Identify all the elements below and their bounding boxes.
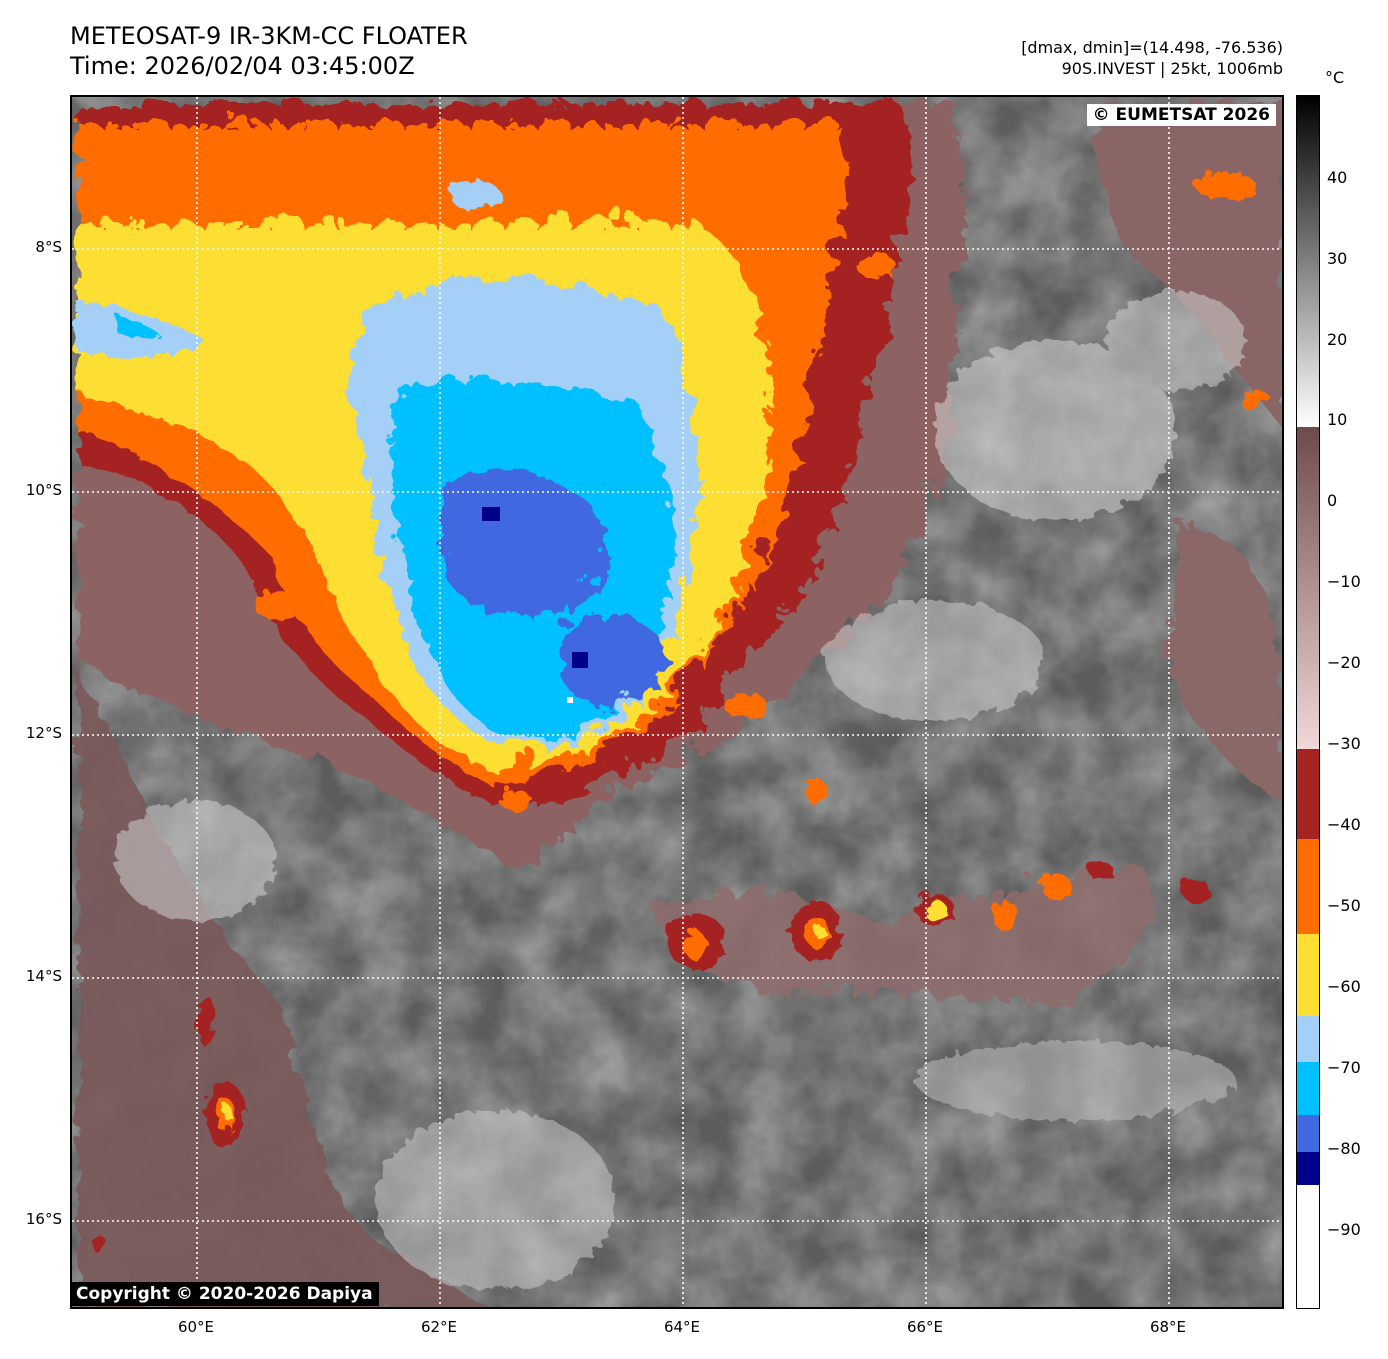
cbar-white-segment: [1297, 1185, 1319, 1308]
cbar-label-40: 40: [1327, 168, 1348, 187]
convective-storm: [72, 97, 906, 797]
lat-label-14s: 14°S: [25, 967, 62, 985]
cbar-label-30: 30: [1327, 249, 1348, 268]
cbar-gray-segment: [1297, 96, 1319, 427]
colorbar-unit: °C: [1325, 68, 1345, 87]
cbar-label-neg30: −30: [1327, 734, 1361, 753]
cbar-label-neg70: −70: [1327, 1058, 1361, 1077]
satellite-map: [70, 95, 1284, 1309]
lon-label-64e: 64°E: [663, 1318, 701, 1336]
cbar-label-neg90: −90: [1327, 1220, 1361, 1239]
lon-label-68e: 68°E: [1149, 1318, 1187, 1336]
cbar-label-20: 20: [1327, 330, 1348, 349]
lat-label-8s: 8°S: [35, 238, 62, 256]
cbar-cyan-segment: [1297, 1062, 1319, 1115]
lat-label-12s: 12°S: [25, 724, 62, 742]
lon-label-60e: 60°E: [177, 1318, 215, 1336]
cbar-lightblue-segment: [1297, 1016, 1319, 1062]
cbar-label-neg40: −40: [1327, 815, 1361, 834]
dapiya-copyright: Copyright © 2020-2026 Dapiya: [70, 1282, 379, 1306]
cbar-label-neg80: −80: [1327, 1139, 1361, 1158]
lat-label-10s: 10°S: [25, 481, 62, 499]
colorbar: [1296, 95, 1320, 1309]
light-cloud-highlights: [112, 287, 1242, 1287]
cbar-yellow-segment: [1297, 934, 1319, 1016]
cbar-label-neg10: −10: [1327, 572, 1361, 591]
cbar-orange-segment: [1297, 839, 1319, 934]
cbar-label-neg50: −50: [1327, 896, 1361, 915]
cbar-brown-segment: [1297, 427, 1319, 749]
data-range-text: [dmax, dmin]=(14.498, -76.536): [1021, 38, 1283, 57]
eumetsat-copyright: © EUMETSAT 2026: [1086, 104, 1276, 126]
storm-info-text: 90S.INVEST | 25kt, 1006mb: [1061, 59, 1283, 78]
storm-coldest-pixel: [567, 697, 573, 703]
satellite-imagery: [72, 97, 1282, 1307]
cbar-label-10: 10: [1327, 410, 1348, 429]
graticule: [72, 97, 1282, 1307]
cbar-navy-segment: [1297, 1152, 1319, 1185]
left-anvil-streak: [72, 177, 497, 354]
lat-label-16s: 16°S: [25, 1210, 62, 1228]
cbar-label-neg20: −20: [1327, 653, 1361, 672]
cbar-label-neg60: −60: [1327, 977, 1361, 996]
cbar-darkred-segment: [1297, 749, 1319, 839]
cbar-label-0: 0: [1327, 491, 1338, 510]
chart-timestamp: Time: 2026/02/04 03:45:00Z: [70, 52, 415, 80]
lon-label-66e: 66°E: [906, 1318, 944, 1336]
colorbar-gradient: [1297, 96, 1319, 1308]
storm-cold-core-2: [572, 652, 588, 668]
cbar-blue-segment: [1297, 1115, 1319, 1152]
storm-cold-core: [482, 507, 500, 521]
lon-label-62e: 62°E: [420, 1318, 458, 1336]
convective-cells: [89, 168, 1266, 1250]
chart-title: METEOSAT-9 IR-3KM-CC FLOATER: [70, 22, 468, 50]
